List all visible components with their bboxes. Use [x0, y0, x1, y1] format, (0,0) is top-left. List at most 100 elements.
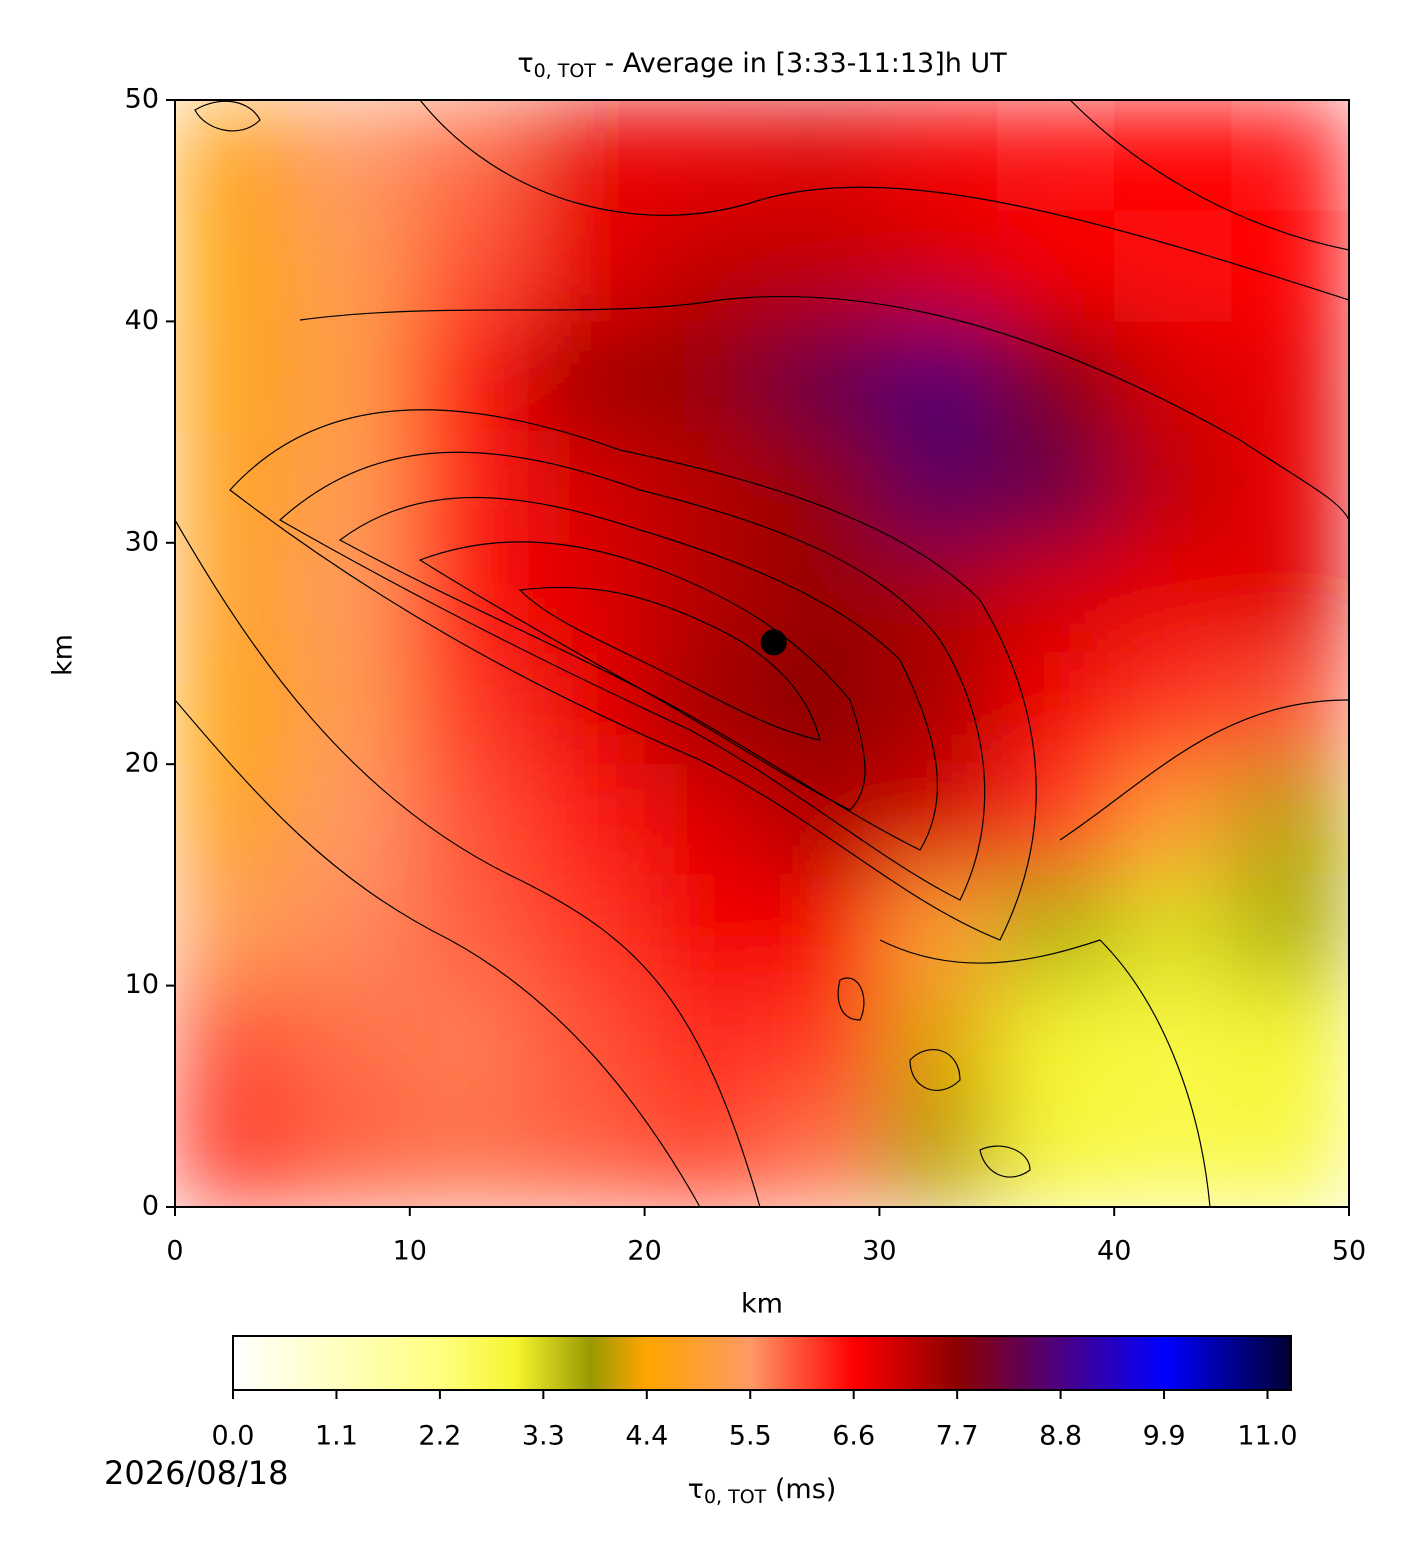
heatmap-cell: [762, 985, 880, 1097]
date: 2026/08/18: [104, 1454, 288, 1492]
heatmap-cell: [175, 542, 293, 654]
heatmap-cell: [879, 321, 998, 433]
heatmap-cell: [175, 653, 293, 765]
heatmap-cell: [409, 874, 528, 987]
heatmap-cell: [175, 210, 293, 322]
heatmap-cell: [409, 985, 528, 1097]
heatmap-cell: [644, 874, 763, 987]
heatmap-cell: [879, 100, 998, 212]
colorbar-tick-label: 4.4: [625, 1421, 668, 1452]
heatmap-cell: [1231, 100, 1349, 212]
heatmap-cell: [879, 874, 998, 987]
heatmap-cell: [762, 432, 880, 544]
heatmap-cell: [1231, 874, 1349, 987]
heatmap-cell: [1231, 542, 1349, 654]
heatmap-cell: [762, 874, 880, 987]
colorbar-label: τ0, TOT (ms): [688, 1474, 837, 1508]
colorbar-tick-label: 11.0: [1237, 1421, 1297, 1452]
heatmap-cell: [292, 100, 411, 212]
heatmap-cell: [879, 653, 998, 765]
heatmap-cell: [762, 764, 880, 876]
heatmap-cell: [762, 100, 880, 212]
heatmap-cell: [1114, 985, 1233, 1097]
x-tick-label: 30: [862, 1236, 896, 1267]
heatmap-cell: [527, 1096, 646, 1207]
heatmap-cell: [527, 653, 646, 765]
y-tick-label: 50: [125, 84, 159, 115]
heatmap-cell: [996, 321, 1115, 433]
marker-point: [760, 629, 787, 656]
heatmap-cell: [879, 210, 998, 322]
colorbar-label-subscript: 0, TOT: [704, 1486, 767, 1508]
heatmap-cell: [527, 321, 646, 433]
colorbar-tick-label: 3.3: [522, 1421, 565, 1452]
heatmap-cell: [1114, 321, 1233, 433]
heatmap-cell: [996, 210, 1115, 322]
heatmap-cell: [292, 985, 411, 1097]
heatmap-cell: [644, 985, 763, 1097]
heatmap-cell: [644, 432, 763, 544]
heatmap-cell: [527, 874, 646, 987]
x-tick-label: 10: [393, 1236, 427, 1267]
heatmap-cell: [879, 1096, 998, 1207]
x-tick-label: 20: [627, 1236, 661, 1267]
heatmap-cell: [292, 874, 411, 987]
heatmap-cell: [1114, 210, 1233, 322]
colorbar-tick-label: 2.2: [418, 1421, 461, 1452]
heatmap-cell: [1114, 653, 1233, 765]
heatmap-cell: [644, 321, 763, 433]
heatmap-cell: [996, 542, 1115, 654]
heatmap-cell: [527, 100, 646, 212]
heatmap-cell: [762, 653, 880, 765]
heatmap-cell: [527, 210, 646, 322]
heatmap-cell: [762, 1096, 880, 1207]
x-tick-label: 50: [1332, 1236, 1366, 1267]
colorbar: [232, 1335, 1292, 1391]
heatmap-cell: [644, 100, 763, 212]
colorbar-tick-label: 7.7: [936, 1421, 979, 1452]
heatmap-cell: [1231, 764, 1349, 876]
heatmap-cell: [175, 985, 293, 1097]
heatmap-cell: [644, 210, 763, 322]
y-tick-label: 20: [125, 748, 159, 779]
heatmap-cell: [1231, 321, 1349, 433]
heatmap-cell: [879, 764, 998, 876]
heatmap-cell: [292, 321, 411, 433]
heatmap-cell: [292, 210, 411, 322]
heatmap-cell: [175, 100, 293, 212]
heatmap-cell: [175, 432, 293, 544]
heatmap-cell: [175, 1096, 293, 1207]
heatmap-cell: [762, 321, 880, 433]
title-text: - Average in [3:33-11:13]h UT: [596, 48, 1007, 79]
heatmap-cell: [292, 542, 411, 654]
heatmap-cell: [1114, 432, 1233, 544]
heatmap-cell: [1114, 1096, 1233, 1207]
heatmap-cell: [527, 764, 646, 876]
x-tick-label: 0: [166, 1236, 183, 1267]
colorbar-tick-label: 6.6: [832, 1421, 875, 1452]
heatmap-cell: [409, 764, 528, 876]
heatmap-cell: [1114, 100, 1233, 212]
heatmap: [175, 100, 1349, 1207]
heatmap-cell: [996, 764, 1115, 876]
heatmap-cell: [292, 653, 411, 765]
heatmap-cell: [996, 653, 1115, 765]
heatmap-cell: [996, 1096, 1115, 1207]
heatmap-cell: [1114, 764, 1233, 876]
y-axis-label: km: [48, 634, 79, 676]
heatmap-cell: [1231, 432, 1349, 544]
title-subscript: 0, TOT: [534, 60, 597, 82]
colorbar-tick-label: 9.9: [1143, 1421, 1186, 1452]
contours: [175, 100, 1349, 1207]
chart-title: τ0, TOT - Average in [3:33-11:13]h UT: [517, 48, 1007, 82]
heatmap-cell: [409, 1096, 528, 1207]
heatmap-cell: [996, 985, 1115, 1097]
y-tick-label: 40: [125, 305, 159, 336]
heatmap-cell: [762, 210, 880, 322]
heatmap-cell: [175, 874, 293, 987]
heatmap-cell: [409, 210, 528, 322]
heatmap-cell: [644, 1096, 763, 1207]
heatmap-cell: [879, 985, 998, 1097]
heatmap-cell: [1114, 874, 1233, 987]
